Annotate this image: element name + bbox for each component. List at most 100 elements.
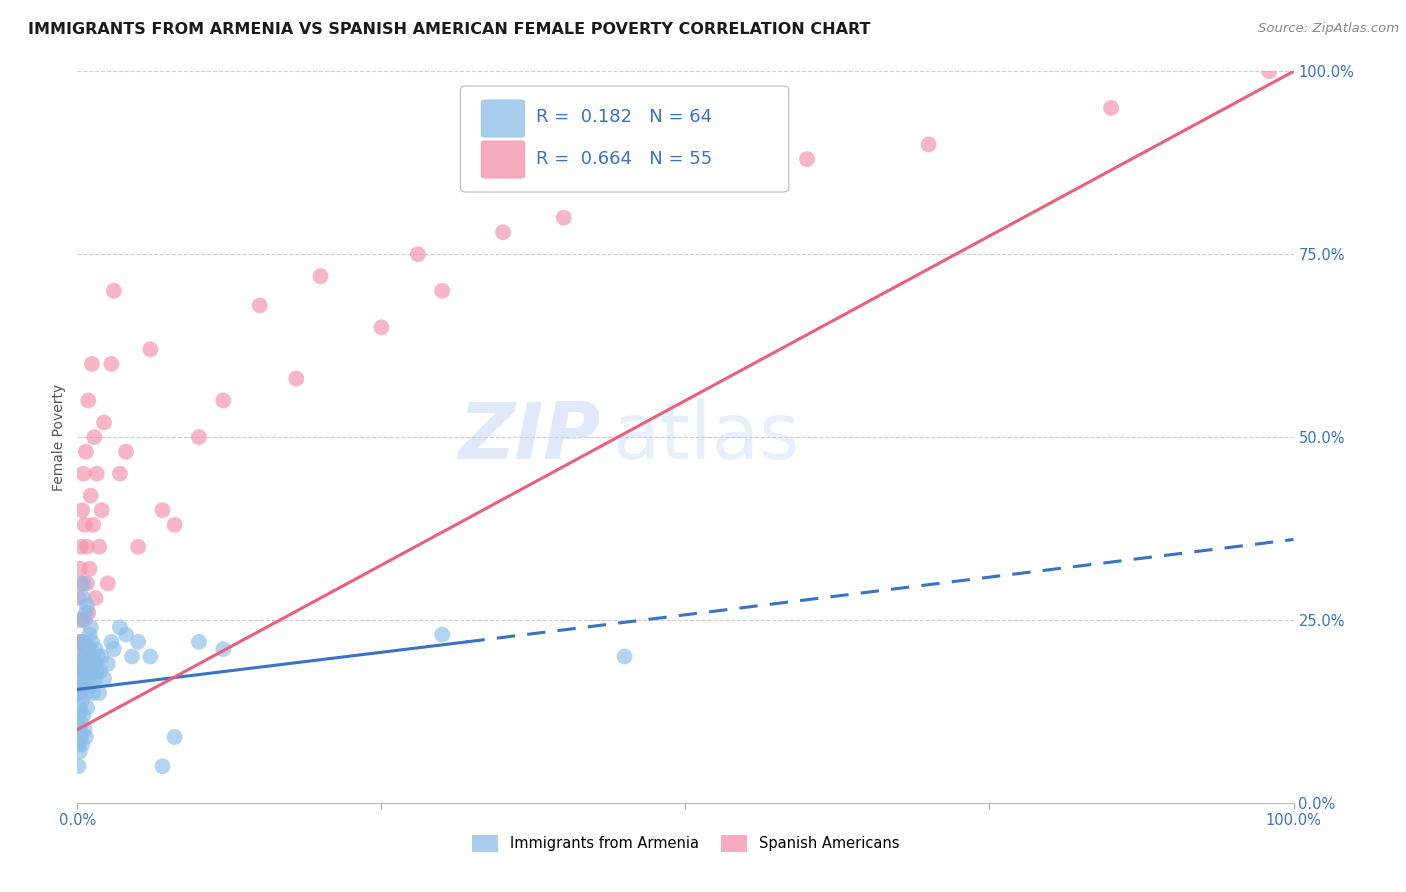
Point xyxy=(249,298,271,312)
Point xyxy=(73,635,96,649)
Point xyxy=(212,393,235,408)
Point xyxy=(69,723,91,737)
Point xyxy=(80,664,103,678)
Point xyxy=(139,343,162,357)
Legend: Immigrants from Armenia, Spanish Americans: Immigrants from Armenia, Spanish America… xyxy=(465,830,905,858)
Point xyxy=(75,686,97,700)
Point xyxy=(75,649,97,664)
Point xyxy=(89,664,111,678)
Point xyxy=(115,627,138,641)
Point xyxy=(103,284,125,298)
Point xyxy=(152,759,174,773)
Point xyxy=(188,430,211,444)
Point xyxy=(430,284,453,298)
Point xyxy=(76,576,98,591)
Point xyxy=(69,649,91,664)
Point xyxy=(80,635,103,649)
Point xyxy=(80,620,103,634)
Point xyxy=(70,649,93,664)
Point xyxy=(67,591,90,605)
Point xyxy=(77,642,100,657)
Point xyxy=(69,745,91,759)
Point xyxy=(70,715,93,730)
Point xyxy=(77,672,100,686)
Point xyxy=(72,591,94,605)
Point xyxy=(70,657,93,671)
Point xyxy=(103,642,125,657)
Point xyxy=(73,664,96,678)
Point xyxy=(70,613,93,627)
Point xyxy=(67,635,90,649)
Point xyxy=(67,686,90,700)
Point xyxy=(188,635,211,649)
Point xyxy=(89,686,111,700)
Point xyxy=(75,444,97,458)
Point xyxy=(72,576,94,591)
Point xyxy=(67,737,90,751)
Point xyxy=(163,730,186,744)
Point xyxy=(406,247,429,261)
Point xyxy=(80,679,103,693)
Point xyxy=(82,517,104,532)
Point xyxy=(67,708,90,723)
Point xyxy=(82,649,104,664)
Point xyxy=(80,357,103,371)
Text: Source: ZipAtlas.com: Source: ZipAtlas.com xyxy=(1258,22,1399,36)
Point xyxy=(70,635,93,649)
Point xyxy=(100,357,122,371)
Point xyxy=(79,657,101,671)
Point xyxy=(89,540,111,554)
Point xyxy=(82,686,104,700)
Point xyxy=(84,642,107,657)
Point xyxy=(67,759,90,773)
Point xyxy=(70,730,93,744)
Point xyxy=(83,430,105,444)
Point xyxy=(675,174,697,188)
Point xyxy=(115,444,138,458)
Point xyxy=(69,679,91,693)
Point xyxy=(163,517,186,532)
Point xyxy=(108,620,131,634)
Text: R =  0.664   N = 55: R = 0.664 N = 55 xyxy=(536,150,711,168)
Point xyxy=(75,730,97,744)
Point xyxy=(84,672,107,686)
Point xyxy=(72,664,94,678)
Point xyxy=(90,649,112,664)
Point xyxy=(69,700,91,714)
Point xyxy=(67,664,90,678)
Point xyxy=(83,657,105,671)
Point xyxy=(90,503,112,517)
Point xyxy=(121,649,143,664)
Text: atlas: atlas xyxy=(613,399,800,475)
Point xyxy=(86,467,108,481)
Point xyxy=(70,540,93,554)
Point xyxy=(70,576,93,591)
Point xyxy=(70,503,93,517)
Point xyxy=(77,393,100,408)
Point xyxy=(127,635,149,649)
Point xyxy=(212,642,235,657)
Point xyxy=(72,708,94,723)
Point xyxy=(84,591,107,605)
Text: ZIP: ZIP xyxy=(458,399,600,475)
Text: IMMIGRANTS FROM ARMENIA VS SPANISH AMERICAN FEMALE POVERTY CORRELATION CHART: IMMIGRANTS FROM ARMENIA VS SPANISH AMERI… xyxy=(28,22,870,37)
Point xyxy=(127,540,149,554)
Point xyxy=(86,664,108,678)
Point xyxy=(492,225,515,239)
Point xyxy=(108,467,131,481)
Point xyxy=(918,137,941,152)
FancyBboxPatch shape xyxy=(481,141,524,178)
Point xyxy=(75,606,97,620)
Point xyxy=(72,679,94,693)
Point xyxy=(67,664,90,678)
Point xyxy=(69,562,91,576)
Point xyxy=(93,672,115,686)
Point xyxy=(76,599,98,613)
Point xyxy=(97,576,120,591)
Point xyxy=(613,649,636,664)
Point xyxy=(70,737,93,751)
Point xyxy=(77,606,100,620)
Point xyxy=(370,320,392,334)
Point xyxy=(80,489,103,503)
FancyBboxPatch shape xyxy=(481,100,524,137)
